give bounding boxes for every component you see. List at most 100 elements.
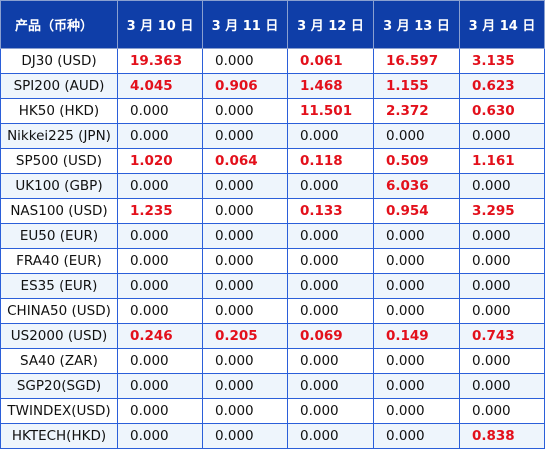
table-row: Nikkei225 (JPN) 0.000 0.000 0.000 0.000 0.000 xyxy=(0,123,545,149)
value-cell: 0.000 xyxy=(373,123,460,149)
product-name-cell: TWINDEX(USD) xyxy=(0,398,118,424)
value-cell: 0.000 xyxy=(459,348,545,374)
value-cell: 0.623 xyxy=(459,73,545,99)
value-cell: 0.000 xyxy=(373,273,460,299)
value-cell: 1.161 xyxy=(459,148,545,174)
value-cell: 0.000 xyxy=(202,123,288,149)
table-row: FRA40 (EUR) 0.000 0.000 0.000 0.000 0.000 xyxy=(0,248,545,274)
table-row: SPI200 (AUD) 4.045 0.906 1.468 1.155 0.623 xyxy=(0,73,545,99)
header-date-2: 3 月 11 日 xyxy=(202,0,288,49)
value-cell: 16.597 xyxy=(373,48,460,74)
value-cell: 0.000 xyxy=(459,223,545,249)
header-product: 产品（币种） xyxy=(0,0,118,49)
value-cell: 0.149 xyxy=(373,323,460,349)
value-cell: 0.000 xyxy=(202,423,288,449)
value-cell: 0.000 xyxy=(287,173,374,199)
product-name-cell: EU50 (EUR) xyxy=(0,223,118,249)
value-cell: 0.000 xyxy=(373,223,460,249)
value-cell: 1.020 xyxy=(117,148,203,174)
header-date-5: 3 月 14 日 xyxy=(459,0,545,49)
table-row: HK50 (HKD) 0.000 0.000 11.501 2.372 0.630 xyxy=(0,98,545,124)
value-cell: 0.000 xyxy=(373,298,460,324)
table-row: ES35 (EUR) 0.000 0.000 0.000 0.000 0.000 xyxy=(0,273,545,299)
value-cell: 0.205 xyxy=(202,323,288,349)
value-cell: 0.743 xyxy=(459,323,545,349)
product-name-cell: CHINA50 (USD) xyxy=(0,298,118,324)
value-cell: 0.000 xyxy=(117,398,203,424)
product-name-cell: HK50 (HKD) xyxy=(0,98,118,124)
table-row: US2000 (USD) 0.246 0.205 0.069 0.149 0.743 xyxy=(0,323,545,349)
value-cell: 0.906 xyxy=(202,73,288,99)
product-name-cell: SPI200 (AUD) xyxy=(0,73,118,99)
header-date-3: 3 月 12 日 xyxy=(287,0,374,49)
table-row: NAS100 (USD) 1.235 0.000 0.133 0.954 3.295 xyxy=(0,198,545,224)
value-cell: 0.000 xyxy=(202,348,288,374)
table-row: EU50 (EUR) 0.000 0.000 0.000 0.000 0.000 xyxy=(0,223,545,249)
table-row: UK100 (GBP) 0.000 0.000 0.000 6.036 0.000 xyxy=(0,173,545,199)
value-cell: 0.000 xyxy=(117,123,203,149)
value-cell: 0.000 xyxy=(287,248,374,274)
value-cell: 0.133 xyxy=(287,198,374,224)
header-date-1: 3 月 10 日 xyxy=(117,0,203,49)
value-cell: 0.000 xyxy=(459,248,545,274)
value-cell: 4.045 xyxy=(117,73,203,99)
value-cell: 6.036 xyxy=(373,173,460,199)
value-cell: 1.155 xyxy=(373,73,460,99)
product-name-cell: DJ30 (USD) xyxy=(0,48,118,74)
value-cell: 0.000 xyxy=(202,173,288,199)
value-cell: 0.000 xyxy=(373,423,460,449)
value-cell: 0.000 xyxy=(459,273,545,299)
value-cell: 0.069 xyxy=(287,323,374,349)
table-row: SA40 (ZAR) 0.000 0.000 0.000 0.000 0.000 xyxy=(0,348,545,374)
value-cell: 0.000 xyxy=(202,398,288,424)
value-cell: 0.000 xyxy=(287,348,374,374)
value-cell: 0.064 xyxy=(202,148,288,174)
value-cell: 0.000 xyxy=(117,248,203,274)
value-cell: 0.000 xyxy=(117,223,203,249)
table-row: TWINDEX(USD) 0.000 0.000 0.000 0.000 0.000 xyxy=(0,398,545,424)
table-row: DJ30 (USD) 19.363 0.000 0.061 16.597 3.135 xyxy=(0,48,545,74)
value-cell: 0.000 xyxy=(373,373,460,399)
product-name-cell: Nikkei225 (JPN) xyxy=(0,123,118,149)
product-name-cell: US2000 (USD) xyxy=(0,323,118,349)
value-cell: 0.509 xyxy=(373,148,460,174)
value-cell: 0.000 xyxy=(117,98,203,124)
value-cell: 0.954 xyxy=(373,198,460,224)
product-name-cell: SA40 (ZAR) xyxy=(0,348,118,374)
value-cell: 0.000 xyxy=(202,98,288,124)
table-header-row: 产品（币种） 3 月 10 日 3 月 11 日 3 月 12 日 3 月 13… xyxy=(0,0,545,49)
product-name-cell: HKTECH(HKD) xyxy=(0,423,118,449)
value-cell: 0.000 xyxy=(202,273,288,299)
value-cell: 0.000 xyxy=(287,373,374,399)
product-name-cell: NAS100 (USD) xyxy=(0,198,118,224)
table-row: HKTECH(HKD) 0.000 0.000 0.000 0.000 0.838 xyxy=(0,423,545,449)
value-cell: 0.000 xyxy=(202,298,288,324)
value-cell: 0.000 xyxy=(287,223,374,249)
value-cell: 11.501 xyxy=(287,98,374,124)
value-cell: 0.630 xyxy=(459,98,545,124)
value-cell: 0.000 xyxy=(287,273,374,299)
value-cell: 0.000 xyxy=(117,423,203,449)
value-cell: 19.363 xyxy=(117,48,203,74)
value-cell: 0.061 xyxy=(287,48,374,74)
value-cell: 0.118 xyxy=(287,148,374,174)
value-cell: 0.000 xyxy=(459,298,545,324)
value-cell: 2.372 xyxy=(373,98,460,124)
value-cell: 0.000 xyxy=(373,348,460,374)
product-name-cell: ES35 (EUR) xyxy=(0,273,118,299)
value-cell: 0.246 xyxy=(117,323,203,349)
value-cell: 0.000 xyxy=(117,298,203,324)
value-cell: 0.000 xyxy=(459,173,545,199)
value-cell: 0.000 xyxy=(287,398,374,424)
value-cell: 0.000 xyxy=(373,248,460,274)
value-cell: 3.135 xyxy=(459,48,545,74)
value-cell: 0.000 xyxy=(117,273,203,299)
product-name-cell: UK100 (GBP) xyxy=(0,173,118,199)
value-cell: 0.000 xyxy=(459,398,545,424)
value-cell: 0.000 xyxy=(287,123,374,149)
value-cell: 0.000 xyxy=(202,223,288,249)
value-cell: 0.000 xyxy=(459,123,545,149)
value-cell: 0.000 xyxy=(459,373,545,399)
value-cell: 0.000 xyxy=(117,173,203,199)
